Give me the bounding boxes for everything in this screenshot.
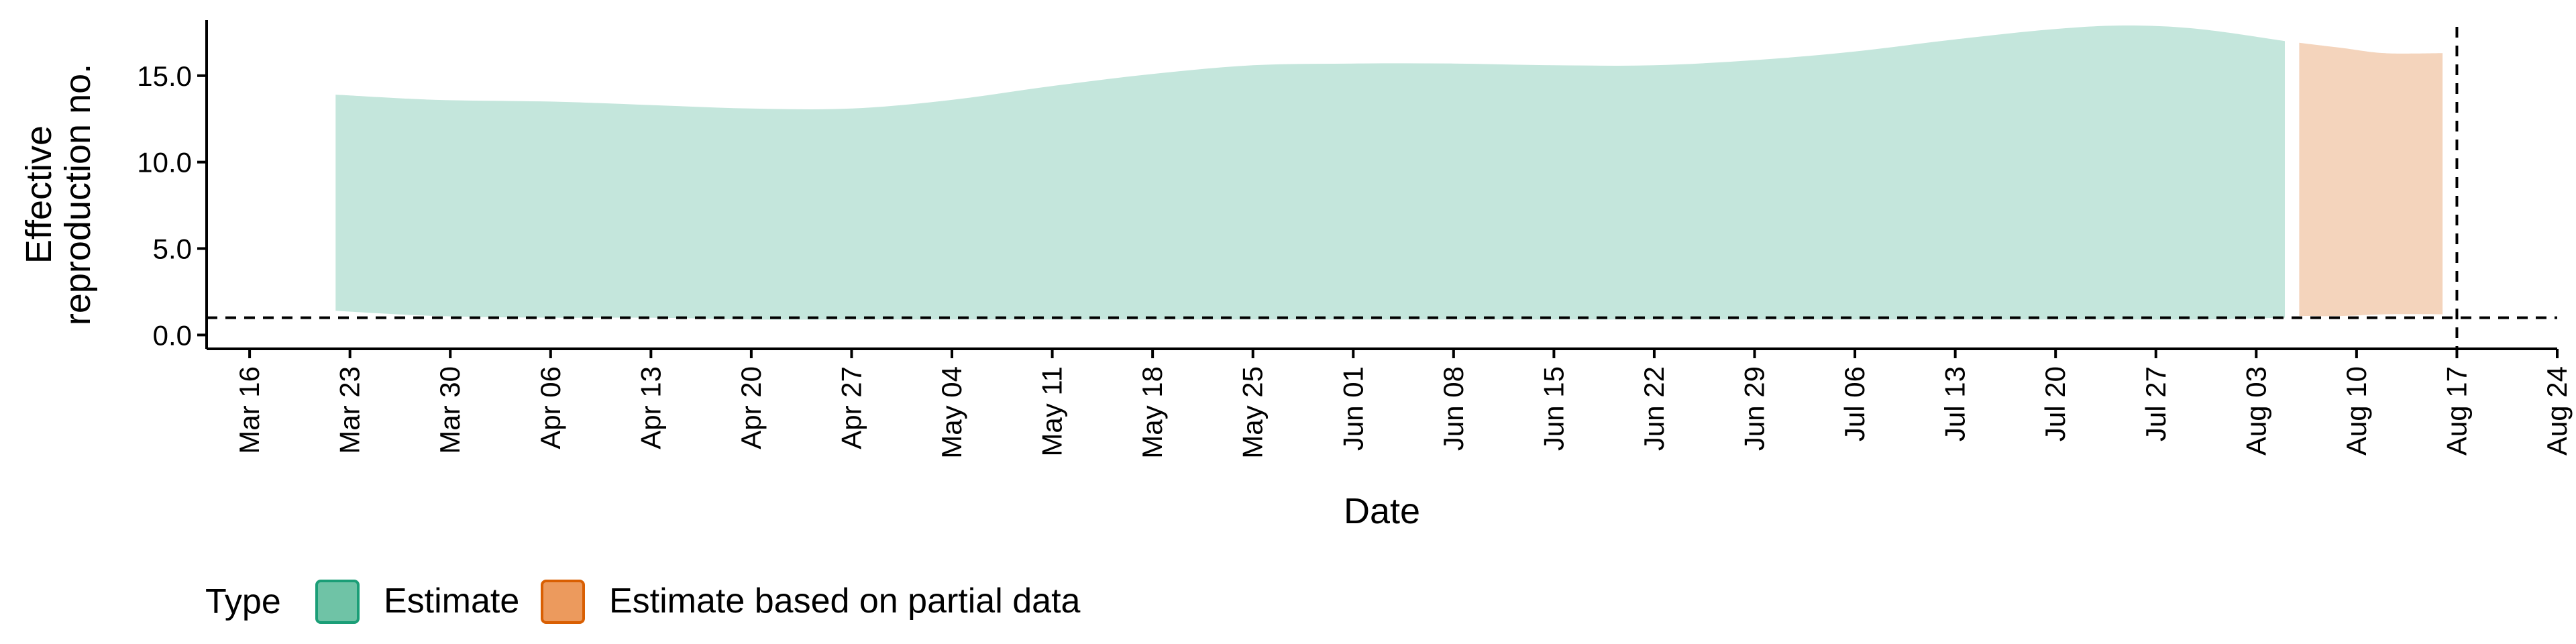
x-tick-label-6: Apr 27 <box>835 366 867 449</box>
x-tick-label-19: Jul 27 <box>2140 366 2171 441</box>
x-tick-label-16: Jul 06 <box>1839 366 1870 441</box>
x-tick-label-15: Jun 29 <box>1739 366 1770 451</box>
y-tick-label-1: 5.0 <box>153 233 192 265</box>
x-tick-label-14: Jun 22 <box>1638 366 1670 451</box>
ribbon-0 <box>335 25 2285 320</box>
x-tick-label-22: Aug 17 <box>2440 366 2472 455</box>
x-axis-title: Date <box>1344 491 1420 531</box>
ribbon-layer <box>335 25 2443 320</box>
x-tick-label-10: May 25 <box>1237 366 1269 459</box>
x-tick-label-1: Mar 23 <box>334 366 366 454</box>
x-tick-label-0: Mar 16 <box>233 366 265 454</box>
x-tick-label-2: Mar 30 <box>434 366 466 454</box>
y-tick-label-3: 15.0 <box>137 60 192 92</box>
x-tick-label-11: Jun 01 <box>1337 366 1368 451</box>
x-tick-label-9: May 18 <box>1136 366 1168 459</box>
legend-label-1: Estimate based on partial data <box>609 582 1081 621</box>
x-tick-label-8: May 11 <box>1036 366 1068 457</box>
y-axis-title-line-0: Effective <box>19 125 59 264</box>
ribbon-1 <box>2299 42 2443 317</box>
x-tick-label-23: Aug 24 <box>2541 366 2573 455</box>
legend-title: Type <box>205 582 281 621</box>
y-axis-title: Effectivereproduction no. <box>19 64 98 325</box>
legend-key-1 <box>541 580 585 624</box>
y-tick-label-2: 10.0 <box>137 147 192 178</box>
reference-lines <box>207 27 2557 349</box>
x-tick-label-7: May 04 <box>936 366 967 459</box>
x-tick-label-20: Aug 03 <box>2240 366 2271 455</box>
x-tick-label-18: Jul 20 <box>2039 366 2071 441</box>
x-tick-label-5: Apr 20 <box>735 366 767 449</box>
x-tick-label-17: Jul 13 <box>1939 366 1971 441</box>
legend: Type Estimate Estimate based on partial da… <box>205 580 1081 624</box>
legend-label-0: Estimate <box>384 582 519 621</box>
axes: 0.0 5.0 10.0 15.0 Mar 16 Mar 23 Mar 30 Apr 06 Ap… <box>19 20 2573 531</box>
y-tick-label-0: 0.0 <box>153 319 192 351</box>
x-tick-label-13: Jun 15 <box>1538 366 1569 451</box>
x-tick-label-21: Aug 10 <box>2341 366 2372 455</box>
legend-key-0 <box>315 580 360 624</box>
x-tick-label-4: Apr 13 <box>635 366 666 449</box>
x-tick-label-3: Apr 06 <box>535 366 566 449</box>
x-tick-label-12: Jun 08 <box>1438 366 1469 451</box>
y-axis-title-line-1: reproduction no. <box>58 64 98 325</box>
